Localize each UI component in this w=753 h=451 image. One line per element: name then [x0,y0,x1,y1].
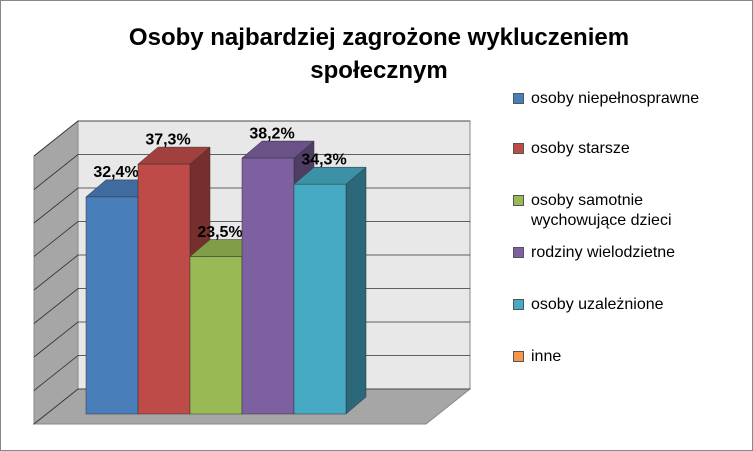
legend-item: osoby uzależnione [513,295,743,315]
bar [137,163,191,415]
grid-line [33,154,470,190]
grid-line [33,120,470,157]
legend-item: inne [513,347,743,367]
data-label: 34,3% [301,151,346,168]
legend-swatch [513,351,524,362]
bar [85,196,139,415]
chart-title: Osoby najbardziej zagrożone wykluczeniem… [128,24,630,84]
data-label: 37,3% [145,131,190,148]
bar [189,256,243,415]
legend-swatch [513,247,524,258]
legend-item: osoby samotnie wychowujące dzieci [513,191,743,231]
legend-label: osoby starsze [531,140,630,157]
legend-label: osoby uzależnione [531,296,664,313]
legend-label: osoby niepełnosprawne [531,90,700,107]
legend-label: osoby samotnie wychowujące dzieci [531,192,672,229]
legend-label: inne [531,348,562,365]
bar [241,157,295,415]
legend-swatch [513,143,524,154]
data-label: 38,2% [249,125,294,142]
legend-label: rodziny wielodzietne [531,244,676,261]
legend-swatch [513,299,524,310]
legend-swatch [513,195,524,206]
data-label: 32,4% [93,164,138,181]
bar-side [345,166,367,415]
legend-item: osoby niepełnosprawne [513,89,743,109]
legend-swatch [513,93,524,104]
bar [293,183,347,415]
legend-item: rodziny wielodzietne [513,243,743,263]
legend-item: osoby starsze [513,139,743,159]
data-label: 23,5% [197,224,242,241]
